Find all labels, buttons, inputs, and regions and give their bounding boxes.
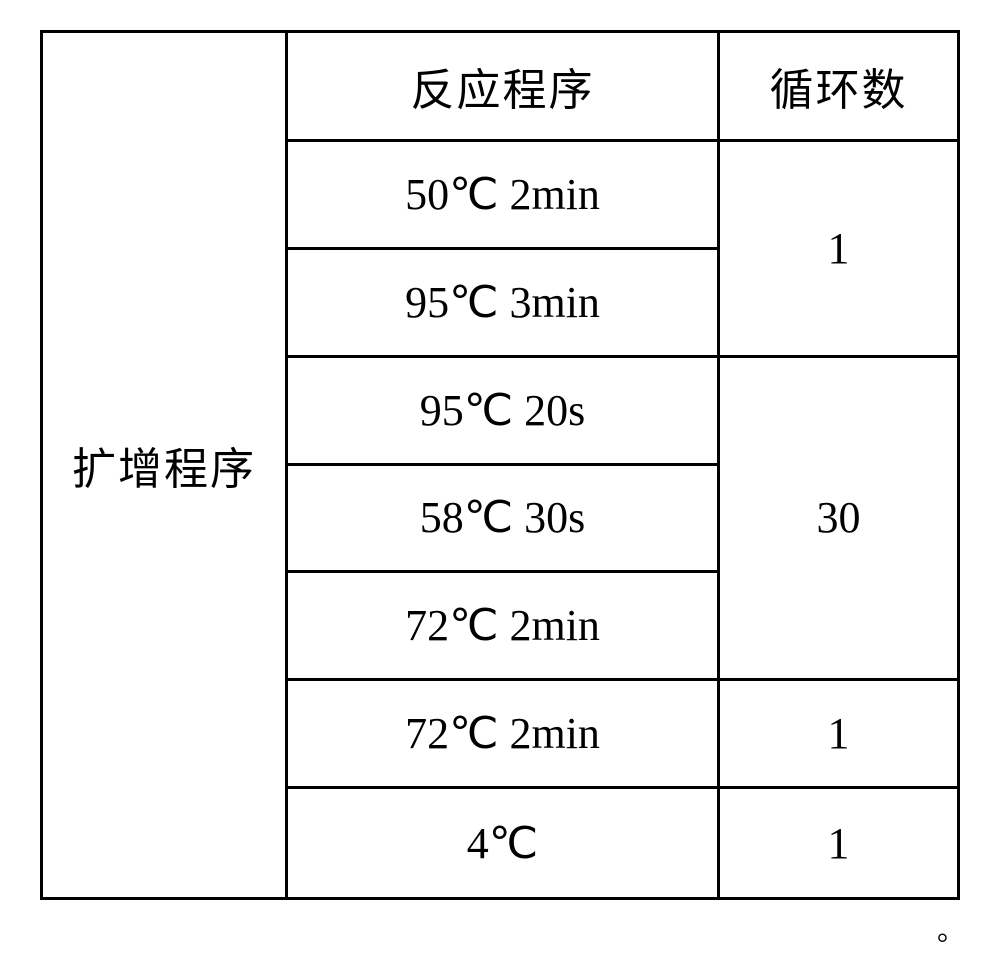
- procedure-cell: 4℃: [288, 789, 717, 897]
- cycles-cell: 30: [717, 358, 957, 679]
- cycles-cell: 1: [717, 142, 957, 355]
- table-block: 4℃ 1: [288, 789, 957, 897]
- procedure-column: 72℃ 2min: [288, 681, 717, 786]
- cycles-cell: 1: [717, 681, 957, 786]
- procedure-column: 50℃ 2min 95℃ 3min: [288, 142, 717, 355]
- procedure-cell: 58℃ 30s: [288, 466, 717, 574]
- procedure-column: 4℃: [288, 789, 717, 897]
- cycles-cell: 1: [717, 789, 957, 897]
- procedure-column: 95℃ 20s 58℃ 30s 72℃ 2min: [288, 358, 717, 679]
- content-column: 反应程序 循环数 50℃ 2min 95℃ 3min 1 95: [285, 30, 960, 900]
- row-label-cell: 扩增程序: [40, 30, 285, 900]
- procedure-cell: 72℃ 2min: [288, 573, 717, 678]
- table-header-row: 反应程序 循环数: [288, 33, 957, 142]
- table-block: 95℃ 20s 58℃ 30s 72℃ 2min 30: [288, 358, 957, 682]
- row-label: 扩增程序: [72, 433, 256, 497]
- table-block: 72℃ 2min 1: [288, 681, 957, 789]
- table-block: 50℃ 2min 95℃ 3min 1: [288, 142, 957, 358]
- trailing-period: 。: [937, 909, 965, 949]
- header-cycles: 循环数: [717, 33, 957, 139]
- header-procedure: 反应程序: [288, 33, 717, 139]
- procedure-cell: 95℃ 3min: [288, 250, 717, 355]
- procedure-cell: 50℃ 2min: [288, 142, 717, 250]
- procedure-cell: 95℃ 20s: [288, 358, 717, 466]
- pcr-program-table: 扩增程序 反应程序 循环数 50℃ 2min 95℃ 3min 1: [40, 30, 960, 900]
- procedure-cell: 72℃ 2min: [288, 681, 717, 786]
